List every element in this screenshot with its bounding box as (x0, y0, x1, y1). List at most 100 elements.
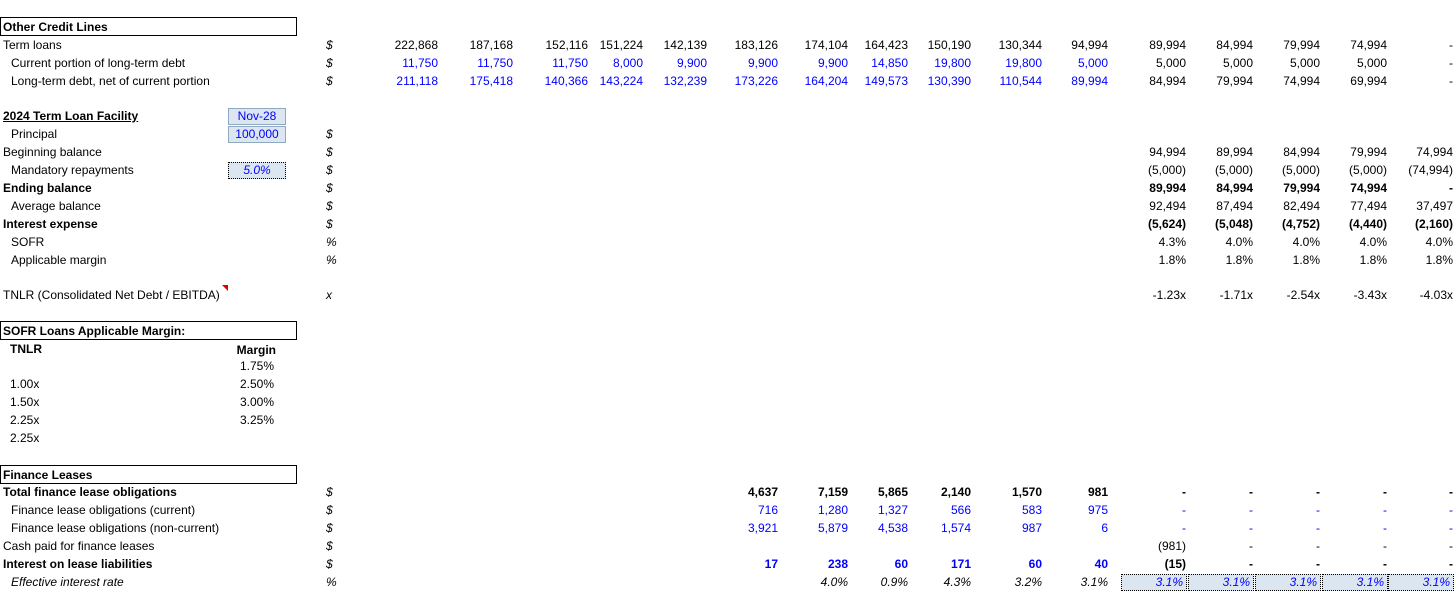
value-cell[interactable]: 1,570 (1011, 485, 1042, 499)
value-cell[interactable]: 174,104 (804, 38, 848, 52)
value-cell[interactable]: 1.8% (1225, 253, 1253, 267)
value-cell[interactable]: 5,879 (817, 521, 848, 535)
value-cell[interactable]: (2,160) (1414, 217, 1453, 231)
value-cell[interactable]: 110,544 (999, 74, 1043, 88)
value-cell[interactable]: - (1449, 38, 1453, 52)
value-cell[interactable]: 11,750 (402, 56, 438, 70)
value-cell[interactable]: - (1449, 557, 1453, 571)
value-cell[interactable]: 69,994 (1350, 74, 1387, 88)
value-cell[interactable]: 975 (1087, 503, 1108, 517)
value-cell[interactable]: - (1249, 521, 1253, 535)
value-cell[interactable]: 5,865 (877, 485, 908, 499)
value-cell[interactable]: 8,000 (612, 56, 643, 70)
value-cell[interactable]: 7,159 (817, 485, 848, 499)
value-cell[interactable]: 9,900 (817, 56, 848, 70)
value-cell[interactable]: 1.8% (1158, 253, 1186, 267)
value-cell[interactable]: 74,994 (1350, 181, 1387, 195)
value-cell[interactable]: 583 (1021, 503, 1042, 517)
value-cell[interactable]: -3.43x (1353, 288, 1387, 302)
value-cell[interactable]: 130,390 (927, 74, 971, 88)
maturity-input[interactable]: Nov-28 (228, 108, 286, 125)
value-cell[interactable]: - (1383, 485, 1387, 499)
value-cell[interactable]: 74,994 (1283, 74, 1320, 88)
value-cell[interactable]: 82,494 (1283, 199, 1320, 213)
value-cell[interactable]: 4.0% (1225, 235, 1253, 249)
value-cell[interactable]: 89,994 (1149, 181, 1186, 195)
comment-indicator[interactable] (222, 285, 228, 291)
value-cell[interactable]: 1,280 (817, 503, 848, 517)
value-cell[interactable]: 74,994 (1350, 38, 1387, 52)
effective-rate-input[interactable]: 3.1% (1121, 574, 1187, 591)
value-cell[interactable]: - (1249, 557, 1253, 571)
value-cell[interactable]: 79,994 (1216, 74, 1253, 88)
value-cell[interactable]: (5,624) (1147, 217, 1186, 231)
value-cell[interactable]: 4,538 (877, 521, 908, 535)
value-cell[interactable]: - (1449, 539, 1453, 553)
value-cell[interactable]: 187,168 (469, 38, 513, 52)
value-cell[interactable]: 5,000 (1222, 56, 1253, 70)
value-cell[interactable]: 5,000 (1356, 56, 1387, 70)
value-cell[interactable]: (5,000) (1214, 163, 1253, 177)
value-cell[interactable]: - (1449, 181, 1453, 195)
value-cell[interactable]: 92,494 (1149, 199, 1186, 213)
value-cell[interactable]: 84,994 (1149, 74, 1186, 88)
value-cell[interactable]: 164,204 (804, 74, 848, 88)
value-cell[interactable]: - (1182, 485, 1186, 499)
value-cell[interactable]: -2.54x (1286, 288, 1320, 302)
value-cell[interactable]: 94,994 (1071, 38, 1108, 52)
value-cell[interactable]: 0.9% (880, 575, 908, 589)
value-cell[interactable]: 150,190 (927, 38, 971, 52)
value-cell[interactable]: - (1316, 521, 1320, 535)
value-cell[interactable]: 79,994 (1283, 38, 1320, 52)
value-cell[interactable]: - (1449, 503, 1453, 517)
value-cell[interactable]: - (1316, 485, 1320, 499)
value-cell[interactable]: 17 (764, 557, 778, 571)
value-cell[interactable]: 132,239 (663, 74, 707, 88)
value-cell[interactable]: 40 (1094, 557, 1108, 571)
value-cell[interactable]: - (1249, 539, 1253, 553)
value-cell[interactable]: 5,000 (1289, 56, 1320, 70)
value-cell[interactable]: 19,800 (1005, 56, 1042, 70)
value-cell[interactable]: 2,140 (940, 485, 971, 499)
value-cell[interactable]: 175,418 (469, 74, 513, 88)
value-cell[interactable]: 3,921 (747, 521, 778, 535)
value-cell[interactable]: 151,224 (599, 38, 643, 52)
value-cell[interactable]: (4,440) (1348, 217, 1387, 231)
effective-rate-input[interactable]: 3.1% (1255, 574, 1321, 591)
value-cell[interactable]: 79,994 (1350, 145, 1387, 159)
value-cell[interactable]: -4.03x (1419, 288, 1453, 302)
value-cell[interactable]: (981) (1157, 539, 1186, 553)
value-cell[interactable]: 11,750 (477, 56, 513, 70)
value-cell[interactable]: 9,900 (676, 56, 707, 70)
value-cell[interactable]: 211,118 (396, 74, 438, 88)
value-cell[interactable]: 173,226 (734, 74, 778, 88)
effective-rate-input[interactable]: 3.1% (1388, 574, 1454, 591)
value-cell[interactable]: 79,994 (1283, 181, 1320, 195)
value-cell[interactable]: - (1249, 485, 1253, 499)
value-cell[interactable]: - (1449, 56, 1453, 70)
value-cell[interactable]: 1,574 (940, 521, 971, 535)
value-cell[interactable]: 37,497 (1416, 199, 1453, 213)
value-cell[interactable]: 152,116 (545, 38, 589, 52)
value-cell[interactable]: (5,048) (1214, 217, 1253, 231)
value-cell[interactable]: 183,126 (734, 38, 778, 52)
value-cell[interactable]: -1.23x (1152, 288, 1186, 302)
value-cell[interactable]: 3.1% (1080, 575, 1108, 589)
value-cell[interactable]: 87,494 (1216, 199, 1253, 213)
value-cell[interactable]: 130,344 (998, 38, 1042, 52)
value-cell[interactable]: 4.3% (1158, 235, 1186, 249)
value-cell[interactable]: 77,494 (1350, 199, 1387, 213)
value-cell[interactable]: 84,994 (1283, 145, 1320, 159)
value-cell[interactable]: 1,327 (877, 503, 908, 517)
value-cell[interactable]: 149,573 (864, 74, 908, 88)
value-cell[interactable]: 140,366 (544, 74, 588, 88)
value-cell[interactable]: - (1383, 539, 1387, 553)
value-cell[interactable]: - (1383, 503, 1387, 517)
value-cell[interactable]: 4.0% (1359, 235, 1387, 249)
value-cell[interactable]: 11,750 (552, 56, 588, 70)
value-cell[interactable]: - (1249, 503, 1253, 517)
value-cell[interactable]: 89,994 (1216, 145, 1253, 159)
value-cell[interactable]: 222,868 (394, 38, 438, 52)
effective-rate-input[interactable]: 3.1% (1188, 574, 1254, 591)
value-cell[interactable]: - (1383, 521, 1387, 535)
